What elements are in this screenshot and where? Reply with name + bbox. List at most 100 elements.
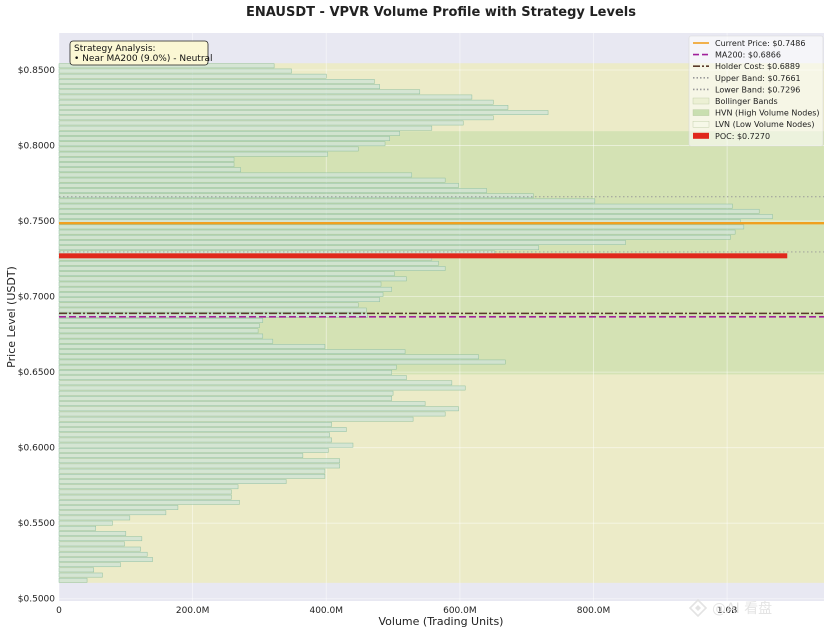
volume-bar [58, 546, 141, 552]
volume-bar [58, 458, 340, 464]
x-tick-label: 1.0B [717, 606, 738, 616]
volume-bar [58, 390, 394, 396]
watermark-text: @AI 看盘 [712, 600, 772, 617]
annotation-title: Strategy Analysis: [74, 44, 156, 54]
volume-bar [58, 172, 413, 178]
volume-bar [58, 94, 473, 100]
legend-bollinger-bands-label: Bollinger Bands [715, 97, 778, 106]
legend-poc-label: POC: $0.7270 [715, 132, 770, 141]
legend-hvn-high-volume-nodes-swatch [692, 109, 710, 116]
volume-bar [58, 411, 446, 417]
volume-bar [58, 525, 96, 531]
volume-bar [58, 494, 232, 500]
volume-bar [58, 380, 453, 386]
legend: Current Price: $0.7486 MA200: $0.6866 Hold… [688, 35, 824, 147]
volume-bar [58, 437, 332, 443]
y-tick-label: $0.5000 [18, 595, 55, 605]
volume-bar [58, 479, 287, 484]
y-tick-label: $0.8500 [18, 66, 55, 76]
volume-bar [58, 562, 121, 568]
volume-bar [58, 84, 380, 89]
volume-bar [58, 292, 384, 297]
x-axis-ticks: 0 200.0M 400.0M 600.0M 800.0M 1.0B [56, 606, 737, 616]
volume-bar [58, 344, 326, 349]
y-axis-label: Price Level (USDT) [5, 266, 18, 368]
x-axis-label: Volume (Trading Units) [379, 615, 504, 628]
volume-bar [58, 167, 241, 173]
y-tick-label: $0.5500 [18, 519, 55, 529]
volume-bar [58, 515, 131, 521]
volume-bar [58, 73, 327, 79]
volume-bar [58, 453, 304, 458]
volume-bar [58, 266, 446, 271]
x-tick-label: 200.0M [176, 606, 210, 616]
volume-bar [58, 370, 392, 375]
legend-upper-band-label: Upper Band: $0.7661 [715, 74, 801, 83]
volume-bar [58, 182, 459, 188]
legend-bollinger-bands-swatch [692, 97, 710, 105]
volume-bar [58, 338, 274, 344]
volume-bar [58, 427, 347, 432]
volume-bar [58, 141, 386, 147]
volume-bar [58, 328, 259, 334]
volume-bar [58, 151, 328, 157]
volume-bar [58, 68, 292, 74]
legend-holder-cost-label: Holder Cost: $0.6889 [715, 62, 800, 71]
volume-bar [58, 302, 359, 308]
volume-bar [58, 359, 506, 365]
volume-bar [58, 432, 330, 438]
volume-bar [58, 318, 264, 323]
volume-bar [58, 422, 332, 427]
volume-bar [58, 567, 94, 573]
x-tick-label: 0 [56, 606, 62, 616]
volume-bar [58, 188, 487, 193]
volume-bar [58, 463, 340, 469]
volume-bar [58, 468, 326, 474]
volume-bar [58, 229, 736, 235]
annotation-detail: • Near MA200 (9.0%) - Neutral [74, 54, 213, 64]
y-axis-ticks: $0.5000 $0.5500 $0.6000 $0.6500 $0.7000 $0.75… [18, 66, 55, 605]
volume-bar [58, 333, 264, 339]
volume-bar [58, 281, 382, 287]
y-tick-label: $0.7000 [18, 293, 55, 303]
volume-bar [58, 536, 143, 542]
volume-bar [58, 499, 240, 505]
volume-bar [58, 271, 395, 277]
volume-bar [58, 510, 167, 516]
volume-bar [58, 572, 103, 578]
chart-title: ENAUSDT - VPVR Volume Profile with Strat… [246, 5, 636, 20]
volume-bar [58, 125, 433, 131]
volume-bar [58, 240, 626, 245]
volume-bar [58, 416, 414, 422]
strategy-levels [59, 196, 824, 318]
poc-bar [59, 253, 788, 259]
volume-bar [58, 214, 773, 219]
volume-bar [58, 193, 534, 199]
annotation-background [69, 40, 209, 66]
legend-background [688, 35, 824, 147]
volume-bar [58, 131, 400, 136]
legend-current-price-label: Current Price: $0.7486 [715, 39, 805, 48]
volume-bar [58, 146, 359, 152]
volume-bar [58, 406, 459, 412]
x-tick-label: 400.0M [309, 606, 343, 616]
volume-bar [58, 260, 439, 266]
volume-bar [58, 577, 88, 583]
volume-bar [58, 541, 125, 547]
volume-bar [58, 442, 354, 448]
volume-bar [58, 489, 232, 495]
legend-lower-band-label: Lower Band: $0.7296 [715, 85, 800, 94]
volume-bar [58, 354, 479, 360]
volume-bar [58, 520, 113, 526]
volume-bar [58, 224, 745, 230]
y-tick-label: $0.6000 [18, 444, 55, 454]
volume-bar [58, 551, 148, 557]
strategy-analysis-box: Strategy Analysis: • Near MA200 (9.0%) -… [69, 40, 213, 66]
volume-bar [58, 364, 397, 370]
volume-bar [58, 401, 426, 406]
volume-bar [58, 120, 464, 126]
legend-items: Current Price: $0.7486 MA200: $0.6866 Hold… [692, 39, 820, 141]
volume-bar [58, 245, 539, 251]
volume-bar [58, 375, 407, 380]
legend-hvn-high-volume-nodes-label: HVN (High Volume Nodes) [715, 109, 820, 118]
